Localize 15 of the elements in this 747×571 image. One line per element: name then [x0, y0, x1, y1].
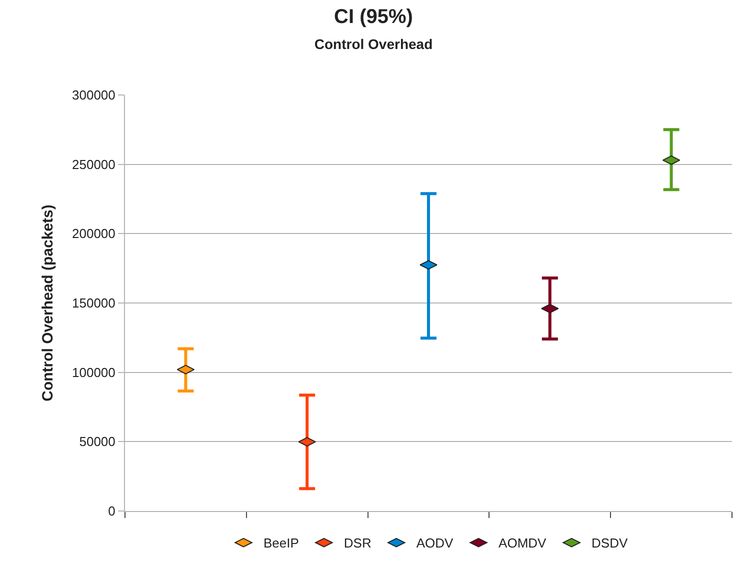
legend-label: DSDV — [592, 536, 628, 551]
legend-label: DSR — [344, 536, 372, 551]
y-tick-label: 200000 — [72, 226, 116, 242]
chart-subtitle: Control Overhead — [314, 36, 433, 52]
y-tick-label: 250000 — [72, 156, 116, 172]
y-tick-label: 0 — [108, 504, 116, 519]
y-tick-label: 150000 — [72, 296, 116, 311]
chart-title: CI (95%) — [334, 6, 413, 28]
y-tick-label: 300000 — [72, 88, 116, 103]
y-tick-label: 50000 — [79, 434, 116, 450]
legend-label: AOMDV — [498, 536, 547, 551]
y-axis-title: Control Overhead (packets) — [39, 204, 56, 402]
y-tick-label: 100000 — [72, 364, 116, 380]
legend-label: BeeIP — [264, 536, 299, 551]
legend-label: AODV — [416, 536, 454, 551]
